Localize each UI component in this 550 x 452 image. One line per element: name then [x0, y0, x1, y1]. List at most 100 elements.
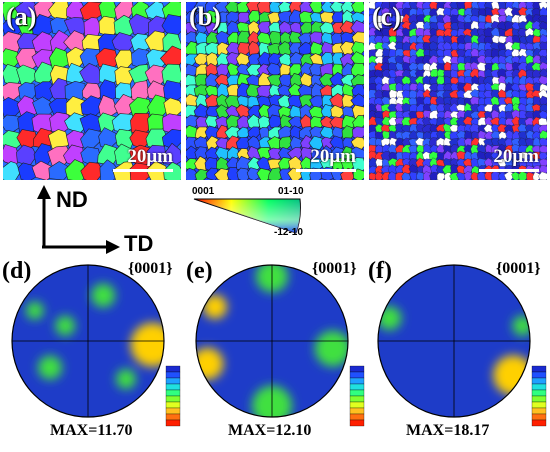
color-bar-segment: [165, 413, 181, 421]
color-bar-segment: [349, 401, 365, 409]
max-label-e: MAX=12.10: [228, 422, 312, 439]
panel-label-f: (f): [368, 258, 392, 284]
color-bar-segment: [349, 377, 365, 385]
grain: [3, 161, 21, 180]
color-bar-segment: [165, 419, 181, 427]
color-bar-segment: [531, 395, 547, 403]
color-bar-segment: [165, 371, 181, 379]
grain: [443, 172, 453, 180]
pole-figure-e: (e) {0001} MAX=12.10: [184, 258, 368, 447]
grain: [409, 171, 418, 180]
plane-label-e: {0001}: [312, 260, 357, 277]
ebsd-map-a-image: [3, 2, 181, 180]
axis-label-nd: ND: [56, 187, 88, 212]
color-bar-segment: [531, 401, 547, 409]
grain: [267, 167, 283, 180]
ipf-label-12-10: -12-10: [274, 227, 303, 238]
grain: [401, 172, 411, 180]
intensity-spot: [196, 347, 224, 380]
pole-figure-d-plot: [11, 264, 181, 427]
max-label-f: MAX=18.17: [406, 422, 490, 439]
panel-label-c: (c): [372, 2, 401, 31]
pole-figure-f: (f) {0001} MAX=18.17: [366, 258, 550, 447]
scale-bar-label-a: 20μm: [127, 146, 173, 167]
color-bar-segment: [531, 413, 547, 421]
intensity-spot: [25, 301, 44, 320]
color-bar-segment: [349, 395, 365, 403]
color-bar-segment: [165, 407, 181, 415]
panel-label-d: (d): [2, 258, 32, 284]
color-bar-segment: [349, 389, 365, 397]
grain: [498, 172, 507, 180]
intensity-spot: [38, 355, 62, 380]
max-label-d: MAX=11.70: [50, 422, 133, 439]
grain: [416, 171, 426, 180]
scale-bar-label-c: 20μm: [493, 146, 539, 167]
grain: [369, 172, 377, 180]
axes-arrows: [37, 185, 120, 254]
scale-bar-a: [113, 169, 173, 172]
grain: [310, 41, 324, 56]
axis-label-td: TD: [124, 231, 154, 256]
grain: [236, 167, 251, 180]
grain: [504, 171, 514, 180]
intensity-spot: [130, 322, 164, 367]
grain: [436, 172, 445, 180]
plane-label-f: {0001}: [496, 260, 541, 277]
grain: [48, 161, 71, 180]
color-bar-segment: [531, 371, 547, 379]
grain: [237, 42, 251, 56]
grain: [80, 161, 104, 180]
color-bar-segment: [531, 377, 547, 385]
panel-label-a: (a): [6, 2, 37, 31]
grain: [194, 168, 209, 180]
intensity-spot: [91, 283, 116, 308]
color-bar-segment: [349, 383, 365, 391]
color-bar-segment: [165, 383, 181, 391]
ipf-label-01-10: 01-10: [278, 186, 304, 197]
color-bar-segment: [531, 407, 547, 415]
ebsd-map-c-image: [369, 2, 547, 180]
ipf-color-key: 0001 01-10 -12-10: [188, 186, 308, 239]
color-bar-segment: [349, 413, 365, 421]
intensity-spot: [203, 294, 227, 319]
color-bar-segment: [165, 365, 181, 373]
panel-label-e: (e): [186, 258, 213, 284]
ipf-triangle: [193, 198, 301, 234]
ebsd-map-b-image: [186, 2, 364, 180]
sample-axes: ND TD: [30, 185, 170, 256]
intensity-spot: [116, 369, 136, 389]
color-bar-segment: [349, 371, 365, 379]
grain: [246, 167, 263, 180]
scale-bar-label-b: 20μm: [310, 146, 356, 167]
grain: [64, 159, 88, 180]
panel-label-b: (b): [189, 2, 221, 31]
color-bar-segment: [531, 383, 547, 391]
intensity-spot: [314, 330, 348, 367]
grain: [373, 69, 384, 78]
grain: [256, 84, 272, 98]
color-bar-segment: [531, 389, 547, 397]
pole-figure-d: (d) {0001} MAX=11.70: [0, 258, 184, 447]
scale-bar-c: [479, 169, 539, 172]
grain: [526, 171, 535, 180]
ebsd-map-b: (b) 20μm: [186, 2, 364, 180]
color-bar-segment: [531, 419, 547, 427]
plane-label-d: {0001}: [128, 260, 173, 277]
color-bar-segment: [349, 419, 365, 427]
scale-bar-b: [296, 169, 356, 172]
grain: [429, 171, 439, 180]
ebsd-map-a: (a) 20μm: [3, 2, 181, 180]
intensity-spot: [55, 315, 76, 336]
grain: [388, 62, 397, 71]
color-bar-segment: [165, 401, 181, 409]
grain: [518, 89, 528, 98]
ipf-label-0001: 0001: [192, 186, 215, 197]
pole-figure-e-plot: [195, 264, 365, 427]
grain: [309, 2, 324, 14]
ebsd-map-c: (c) 20μm: [369, 2, 547, 180]
grain: [374, 171, 384, 180]
pole-figure-f-plot: [377, 264, 547, 427]
color-bar-segment: [349, 365, 365, 373]
color-bar-segment: [165, 377, 181, 385]
